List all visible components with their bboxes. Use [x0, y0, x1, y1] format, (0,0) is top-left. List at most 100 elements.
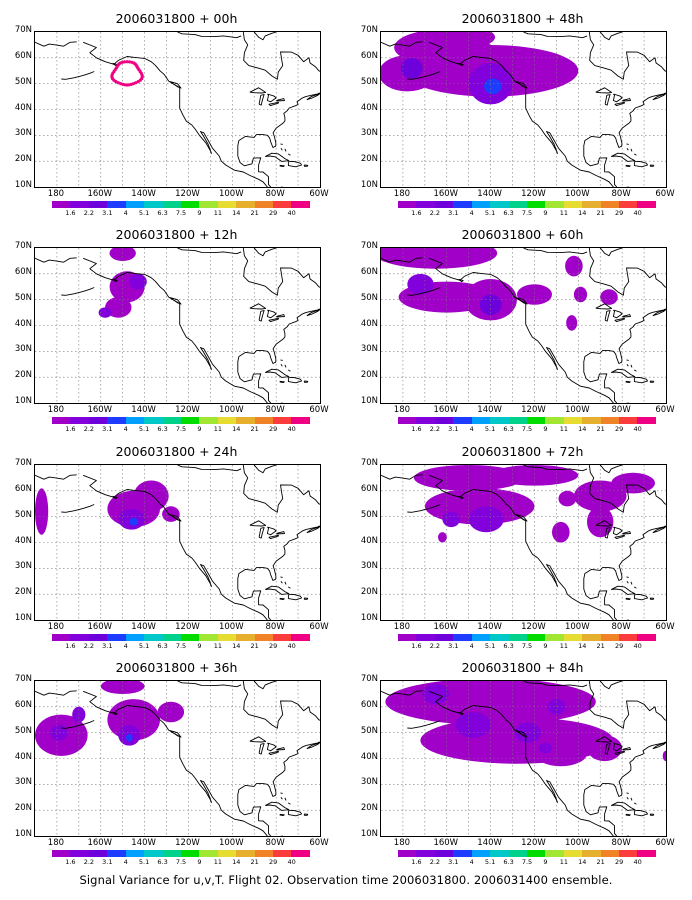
contour-blob	[385, 248, 430, 264]
map-frame	[380, 247, 667, 404]
latitude-label: 40N	[360, 535, 378, 546]
colorbar	[52, 850, 310, 857]
longitude-label: 140W	[131, 838, 156, 848]
latitude-label: 60N	[360, 483, 378, 494]
latitude-label: 20N	[14, 154, 32, 165]
longitude-label: 140W	[131, 189, 156, 199]
colorbar-swatch	[125, 850, 145, 857]
colorbar-level-label: 21	[596, 642, 605, 650]
colorbar-level-label: 4	[123, 642, 128, 650]
colorbar-level-label: 6.3	[157, 858, 168, 866]
colorbar-level-label: 21	[596, 209, 605, 217]
panel-title: 2006031800 + 48h	[461, 11, 584, 26]
colorbar-swatch	[217, 850, 237, 857]
longitude-label: 140W	[477, 405, 502, 415]
panel-title: 2006031800 + 24h	[115, 444, 238, 459]
colorbar-level-label: 5.1	[484, 209, 496, 217]
colorbar-swatch	[453, 850, 472, 857]
colorbar-level-label: 11	[213, 858, 223, 866]
colorbar-level-label: 1.6	[411, 425, 422, 433]
colorbar-level-label: 7.5	[175, 209, 187, 217]
colorbar-level-label: 7.5	[521, 858, 533, 866]
colorbar-swatch	[162, 417, 181, 424]
colorbar-level-label: 4	[469, 858, 474, 866]
colorbar-level-label: 1.6	[65, 425, 76, 433]
colorbar-level-label: 14	[232, 642, 241, 650]
latitude-label: 70N	[14, 674, 32, 684]
map-canvas	[381, 465, 666, 620]
colorbar-level-label: 40	[287, 209, 296, 217]
colorbar-level-label: 2.2	[83, 425, 95, 433]
contour-blob	[157, 701, 185, 723]
colorbar-level-label: 40	[287, 642, 296, 650]
latitude-label: 60N	[14, 50, 32, 61]
colorbar-swatch	[434, 417, 454, 424]
observation-track-ring	[110, 60, 144, 87]
coastlines	[381, 681, 666, 836]
colorbar-swatch	[273, 201, 292, 208]
contour-blob	[438, 532, 447, 543]
colorbar-swatch	[162, 850, 181, 857]
contour-blob	[600, 289, 618, 305]
lat-lon-grid	[35, 681, 320, 836]
latitude-label: 10N	[14, 829, 32, 839]
latitude-label: 50N	[360, 725, 378, 736]
latitude-label: 30N	[14, 128, 32, 139]
longitude-label: 180	[393, 189, 411, 199]
colorbar-level-label: 6.3	[503, 858, 514, 866]
latitude-label: 50N	[14, 725, 32, 736]
latitude-label: 60N	[360, 266, 378, 277]
colorbar-swatch	[291, 634, 310, 641]
lat-lon-grid	[35, 465, 320, 620]
colorbar-swatch	[52, 850, 71, 857]
lat-lon-grid	[35, 248, 320, 403]
colorbar-swatch	[217, 201, 237, 208]
colorbar-swatch	[416, 634, 435, 641]
colorbar-swatch	[107, 201, 126, 208]
longitude-label: 100W	[218, 838, 244, 848]
contour-fills	[35, 681, 185, 756]
colorbar	[398, 634, 656, 641]
colorbar-swatch	[254, 634, 274, 641]
coastlines	[35, 681, 320, 836]
contour-blob	[129, 517, 139, 526]
longitude-label: 160W	[433, 622, 459, 632]
colorbar-swatch	[70, 850, 89, 857]
colorbar-swatch	[398, 850, 417, 857]
colorbar-level-label: 5.1	[484, 425, 496, 433]
contour-blob	[558, 490, 577, 507]
contour-blob	[611, 472, 655, 494]
latitude-label: 70N	[360, 674, 378, 684]
latitude-label: 70N	[360, 241, 378, 251]
coastlines	[35, 248, 320, 403]
latitude-label: 40N	[14, 102, 32, 113]
longitude-label: 140W	[131, 405, 156, 415]
colorbar-swatch	[471, 850, 491, 857]
colorbar-level-label: 14	[578, 642, 587, 650]
colorbar-level-label: 11	[213, 425, 223, 433]
colorbar-swatch	[471, 201, 491, 208]
coastlines	[381, 465, 666, 620]
contour-blob	[587, 735, 623, 762]
colorbar-swatch	[416, 850, 435, 857]
longitude-label: 140W	[477, 189, 502, 199]
contour-fills	[98, 248, 147, 318]
longitude-label: 80W	[611, 622, 631, 632]
colorbar-level-label: 4	[123, 209, 128, 217]
colorbar-level-label: 9	[543, 209, 548, 217]
colorbar-swatch	[582, 850, 601, 857]
coastlines	[381, 248, 666, 403]
latitude-label: 10N	[14, 613, 32, 623]
latitude-label: 40N	[14, 535, 32, 546]
colorbar-swatch	[490, 634, 509, 641]
colorbar-swatch	[563, 634, 583, 641]
latitude-label: 20N	[360, 803, 378, 814]
map-canvas	[35, 681, 320, 836]
contour-fills	[381, 248, 618, 331]
colorbar-level-label: 29	[268, 209, 278, 217]
contour-blob	[547, 699, 566, 715]
latitude-label: 50N	[14, 76, 32, 87]
colorbar-level-label: 21	[250, 209, 259, 217]
colorbar-swatch	[291, 417, 310, 424]
contour-blob	[573, 480, 627, 512]
